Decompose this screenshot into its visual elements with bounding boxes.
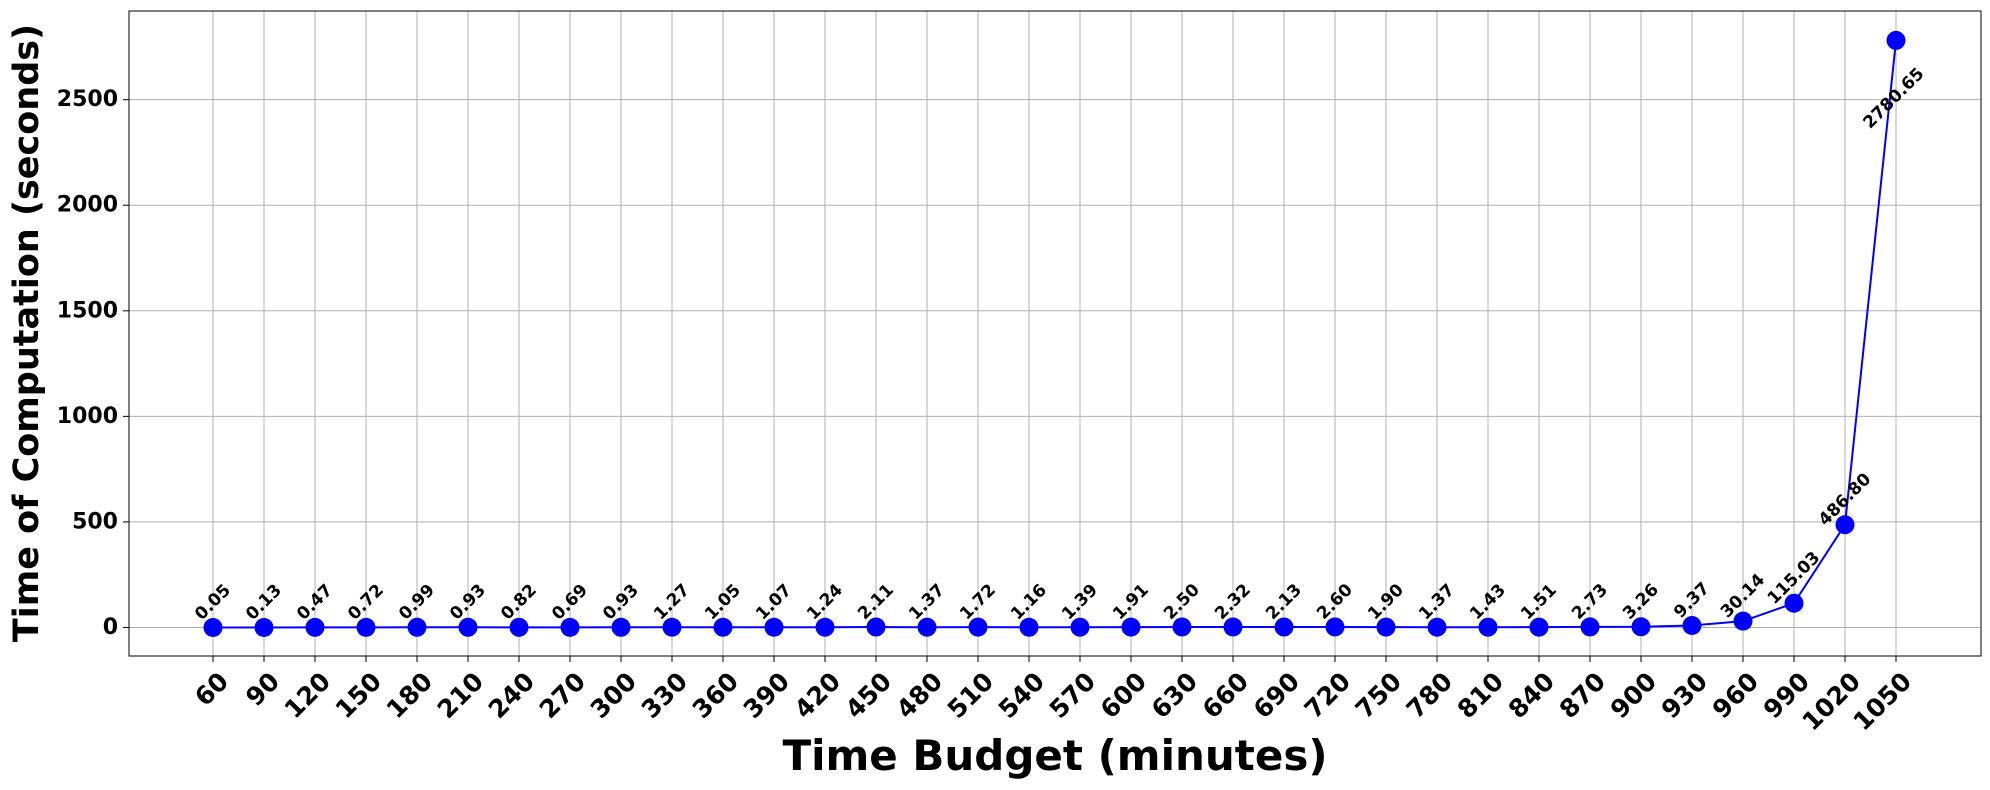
y-tick-label: 2500 bbox=[57, 87, 118, 112]
data-point bbox=[1172, 617, 1192, 637]
data-point bbox=[509, 617, 529, 637]
data-point bbox=[917, 617, 937, 637]
data-point bbox=[1580, 617, 1600, 637]
data-point bbox=[560, 617, 580, 637]
data-point bbox=[1886, 30, 1906, 50]
gridlines bbox=[129, 11, 1981, 656]
data-point bbox=[1682, 616, 1702, 636]
data-point bbox=[1019, 617, 1039, 637]
y-tick-label: 1000 bbox=[57, 404, 118, 429]
data-point bbox=[1784, 593, 1804, 613]
data-points bbox=[203, 30, 1906, 637]
data-point bbox=[968, 617, 988, 637]
data-point bbox=[713, 617, 733, 637]
series-line bbox=[212, 40, 1897, 629]
series-line-group bbox=[212, 40, 1897, 629]
data-point bbox=[1121, 617, 1141, 637]
y-axis-title: Time of Computation (seconds) bbox=[7, 24, 47, 642]
data-point bbox=[1835, 515, 1855, 535]
data-point bbox=[815, 617, 835, 637]
data-point bbox=[1376, 617, 1396, 637]
data-point bbox=[356, 617, 376, 637]
data-point bbox=[254, 617, 274, 637]
data-point bbox=[203, 617, 223, 637]
data-point bbox=[662, 617, 682, 637]
data-point bbox=[1274, 617, 1294, 637]
data-point bbox=[1427, 617, 1447, 637]
x-axis-title: Time Budget (minutes) bbox=[782, 731, 1327, 780]
data-point bbox=[407, 617, 427, 637]
data-point bbox=[866, 617, 886, 637]
data-point bbox=[305, 617, 325, 637]
data-point bbox=[1733, 611, 1753, 631]
data-point bbox=[1223, 617, 1243, 637]
data-point bbox=[764, 617, 784, 637]
y-axis-ticks: 0 500 1000 1500 2000 2500 bbox=[57, 87, 129, 640]
data-point bbox=[1478, 617, 1498, 637]
y-tick-label: 1500 bbox=[57, 298, 118, 323]
y-tick-label: 0 bbox=[103, 615, 118, 640]
data-point bbox=[1325, 617, 1345, 637]
y-tick-label: 2000 bbox=[57, 193, 118, 218]
data-point bbox=[1070, 617, 1090, 637]
y-tick-label: 500 bbox=[72, 509, 118, 534]
plot-frame bbox=[128, 10, 1982, 657]
data-point bbox=[1631, 617, 1651, 637]
data-point bbox=[1529, 617, 1549, 637]
data-point bbox=[458, 617, 478, 637]
data-point bbox=[611, 617, 631, 637]
